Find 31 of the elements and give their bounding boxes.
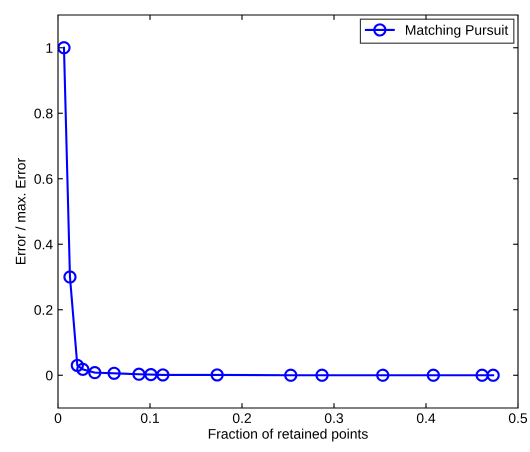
point <box>58 41 71 54</box>
y-tick-label: 1 <box>46 43 52 53</box>
point <box>144 368 158 382</box>
point <box>76 362 90 376</box>
y-tick-label: 0.2 <box>34 305 52 315</box>
x-axis-title: Fraction of retained points <box>208 428 368 442</box>
y-axis-title: Error / max. Error <box>15 158 26 264</box>
y-tick-label: 0.4 <box>34 240 53 250</box>
point <box>376 368 390 382</box>
point <box>63 270 77 284</box>
x-tick-label: 0.2 <box>232 413 251 424</box>
point <box>156 368 170 382</box>
point <box>70 358 84 372</box>
x-tick-label: 0 <box>54 413 62 424</box>
point <box>476 368 489 382</box>
point <box>284 368 298 382</box>
x-tick-label: 0.3 <box>324 413 344 424</box>
point <box>88 366 102 380</box>
point <box>210 368 224 382</box>
x-tick-label: 0.1 <box>140 413 159 424</box>
point <box>315 368 329 382</box>
point <box>426 368 440 382</box>
y-tick-label: 0.6 <box>34 174 53 184</box>
point <box>486 368 500 382</box>
x-tick-label: 0.4 <box>416 413 436 424</box>
legend-label: Matching Pursuit <box>406 24 508 38</box>
point <box>108 366 121 380</box>
x-tick-label: 0.5 <box>508 413 528 424</box>
point <box>132 368 146 381</box>
y-tick-label: 0.8 <box>34 108 53 118</box>
y-tick-label: 0 <box>46 370 53 380</box>
